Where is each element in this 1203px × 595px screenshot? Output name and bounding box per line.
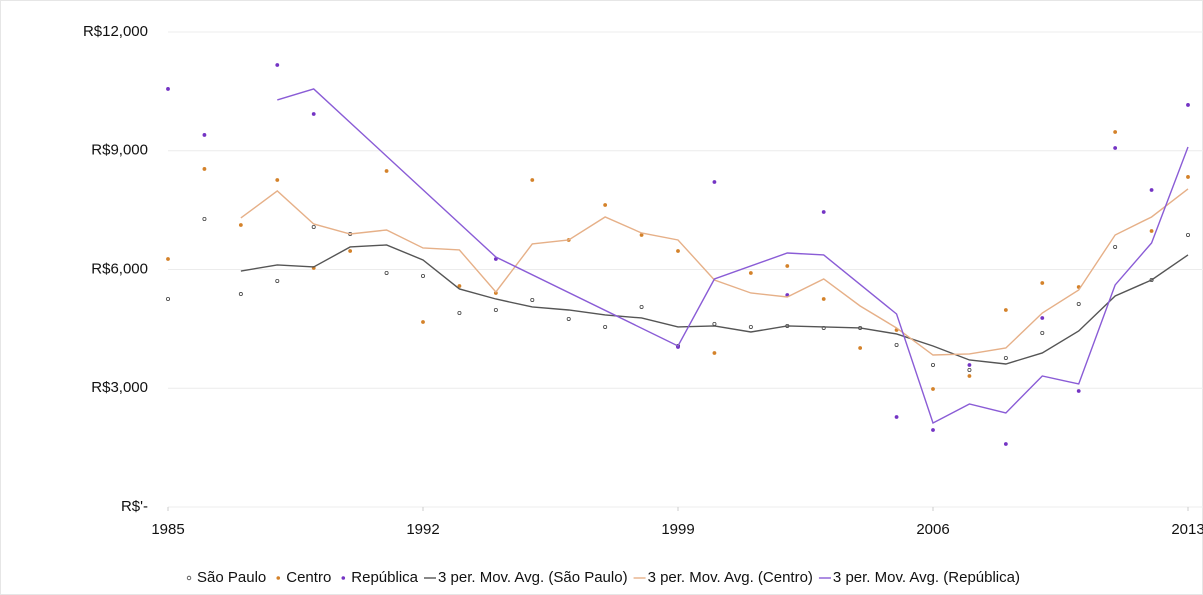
data-point [1186, 103, 1190, 107]
data-point [202, 216, 207, 221]
data-point [348, 249, 353, 253]
legend-label: 3 per. Mov. Avg. (República) [833, 569, 1020, 586]
data-point [931, 362, 936, 367]
legend-label: República [351, 569, 418, 586]
data-point [530, 297, 535, 302]
data-point [712, 321, 717, 326]
data-point [1076, 301, 1081, 306]
data-point [311, 224, 316, 229]
legend-label: 3 per. Mov. Avg. (São Paulo) [438, 569, 628, 586]
data-point [1186, 232, 1191, 237]
data-point [603, 324, 608, 329]
data-point [493, 307, 498, 312]
data-point [166, 87, 170, 91]
data-point [1113, 130, 1118, 134]
data-point [858, 346, 863, 350]
data-point [676, 249, 680, 253]
y-tick-label: R$'- [121, 498, 148, 515]
data-point [1149, 188, 1154, 192]
data-point [1076, 389, 1081, 393]
data-point [165, 296, 170, 301]
legend-label: 3 per. Mov. Avg. (Centro) [648, 569, 813, 586]
data-point [712, 351, 717, 355]
data-point [1149, 229, 1154, 233]
data-point [639, 304, 644, 309]
data-point [1186, 175, 1190, 179]
y-tick-label: R$3,000 [91, 379, 148, 396]
data-point [420, 273, 425, 278]
data-point [603, 203, 608, 207]
legend-swatch [341, 576, 346, 580]
data-point [238, 292, 243, 297]
x-tick-label: 1999 [661, 521, 694, 538]
data-point [931, 387, 935, 391]
data-point [457, 284, 462, 288]
moving-average-line [277, 88, 1189, 425]
moving-average-line [240, 244, 1189, 365]
y-tick-label: R$9,000 [91, 142, 148, 159]
legend-item: 3 per. Mov. Avg. (República) [818, 569, 1020, 586]
legend-label: São Paulo [197, 569, 266, 586]
data-point [748, 271, 753, 275]
data-point [166, 257, 170, 261]
legend-swatch [186, 575, 192, 581]
legend-item: Centro [276, 569, 331, 586]
legend-label: Centro [286, 569, 331, 586]
data-point [202, 133, 207, 137]
data-point [1113, 244, 1118, 249]
data-point [712, 180, 717, 184]
data-point [967, 374, 972, 378]
data-point [967, 368, 972, 373]
data-point [530, 178, 535, 182]
data-point [821, 210, 826, 214]
data-point [1040, 330, 1045, 335]
legend-item: 3 per. Mov. Avg. (Centro) [633, 569, 813, 586]
data-point [931, 428, 935, 432]
data-point [238, 223, 243, 227]
data-point [421, 320, 425, 324]
legend-item: República [341, 569, 419, 586]
data-point [384, 169, 389, 173]
x-tick-label: 2013 [1171, 521, 1203, 538]
legend-item: 3 per. Mov. Avg. (São Paulo) [424, 569, 628, 586]
x-tick-label: 1985 [151, 521, 184, 538]
x-tick-label: 1992 [406, 521, 439, 538]
data-point [785, 264, 790, 268]
data-point [894, 342, 899, 347]
x-tick-label: 2006 [916, 521, 949, 538]
data-point [639, 233, 644, 237]
data-point [202, 167, 207, 171]
data-point [566, 316, 571, 321]
data-point [311, 112, 316, 116]
y-tick-label: R$6,000 [91, 260, 148, 277]
data-point [1113, 146, 1118, 150]
data-point [457, 311, 462, 316]
data-point [894, 415, 899, 419]
data-point [275, 63, 280, 67]
legend-item: São Paulo [186, 569, 266, 586]
data-point [1003, 355, 1008, 360]
data-point [1003, 308, 1008, 312]
legend-swatch [276, 576, 281, 580]
y-tick-label: R$12,000 [83, 23, 148, 40]
data-point [1040, 281, 1045, 285]
data-point [1040, 316, 1045, 320]
data-point [821, 297, 826, 301]
data-point [748, 324, 753, 329]
data-point [384, 270, 389, 275]
data-point [1003, 442, 1008, 446]
data-point [275, 178, 280, 182]
data-point [967, 363, 972, 367]
data-point [275, 278, 280, 283]
